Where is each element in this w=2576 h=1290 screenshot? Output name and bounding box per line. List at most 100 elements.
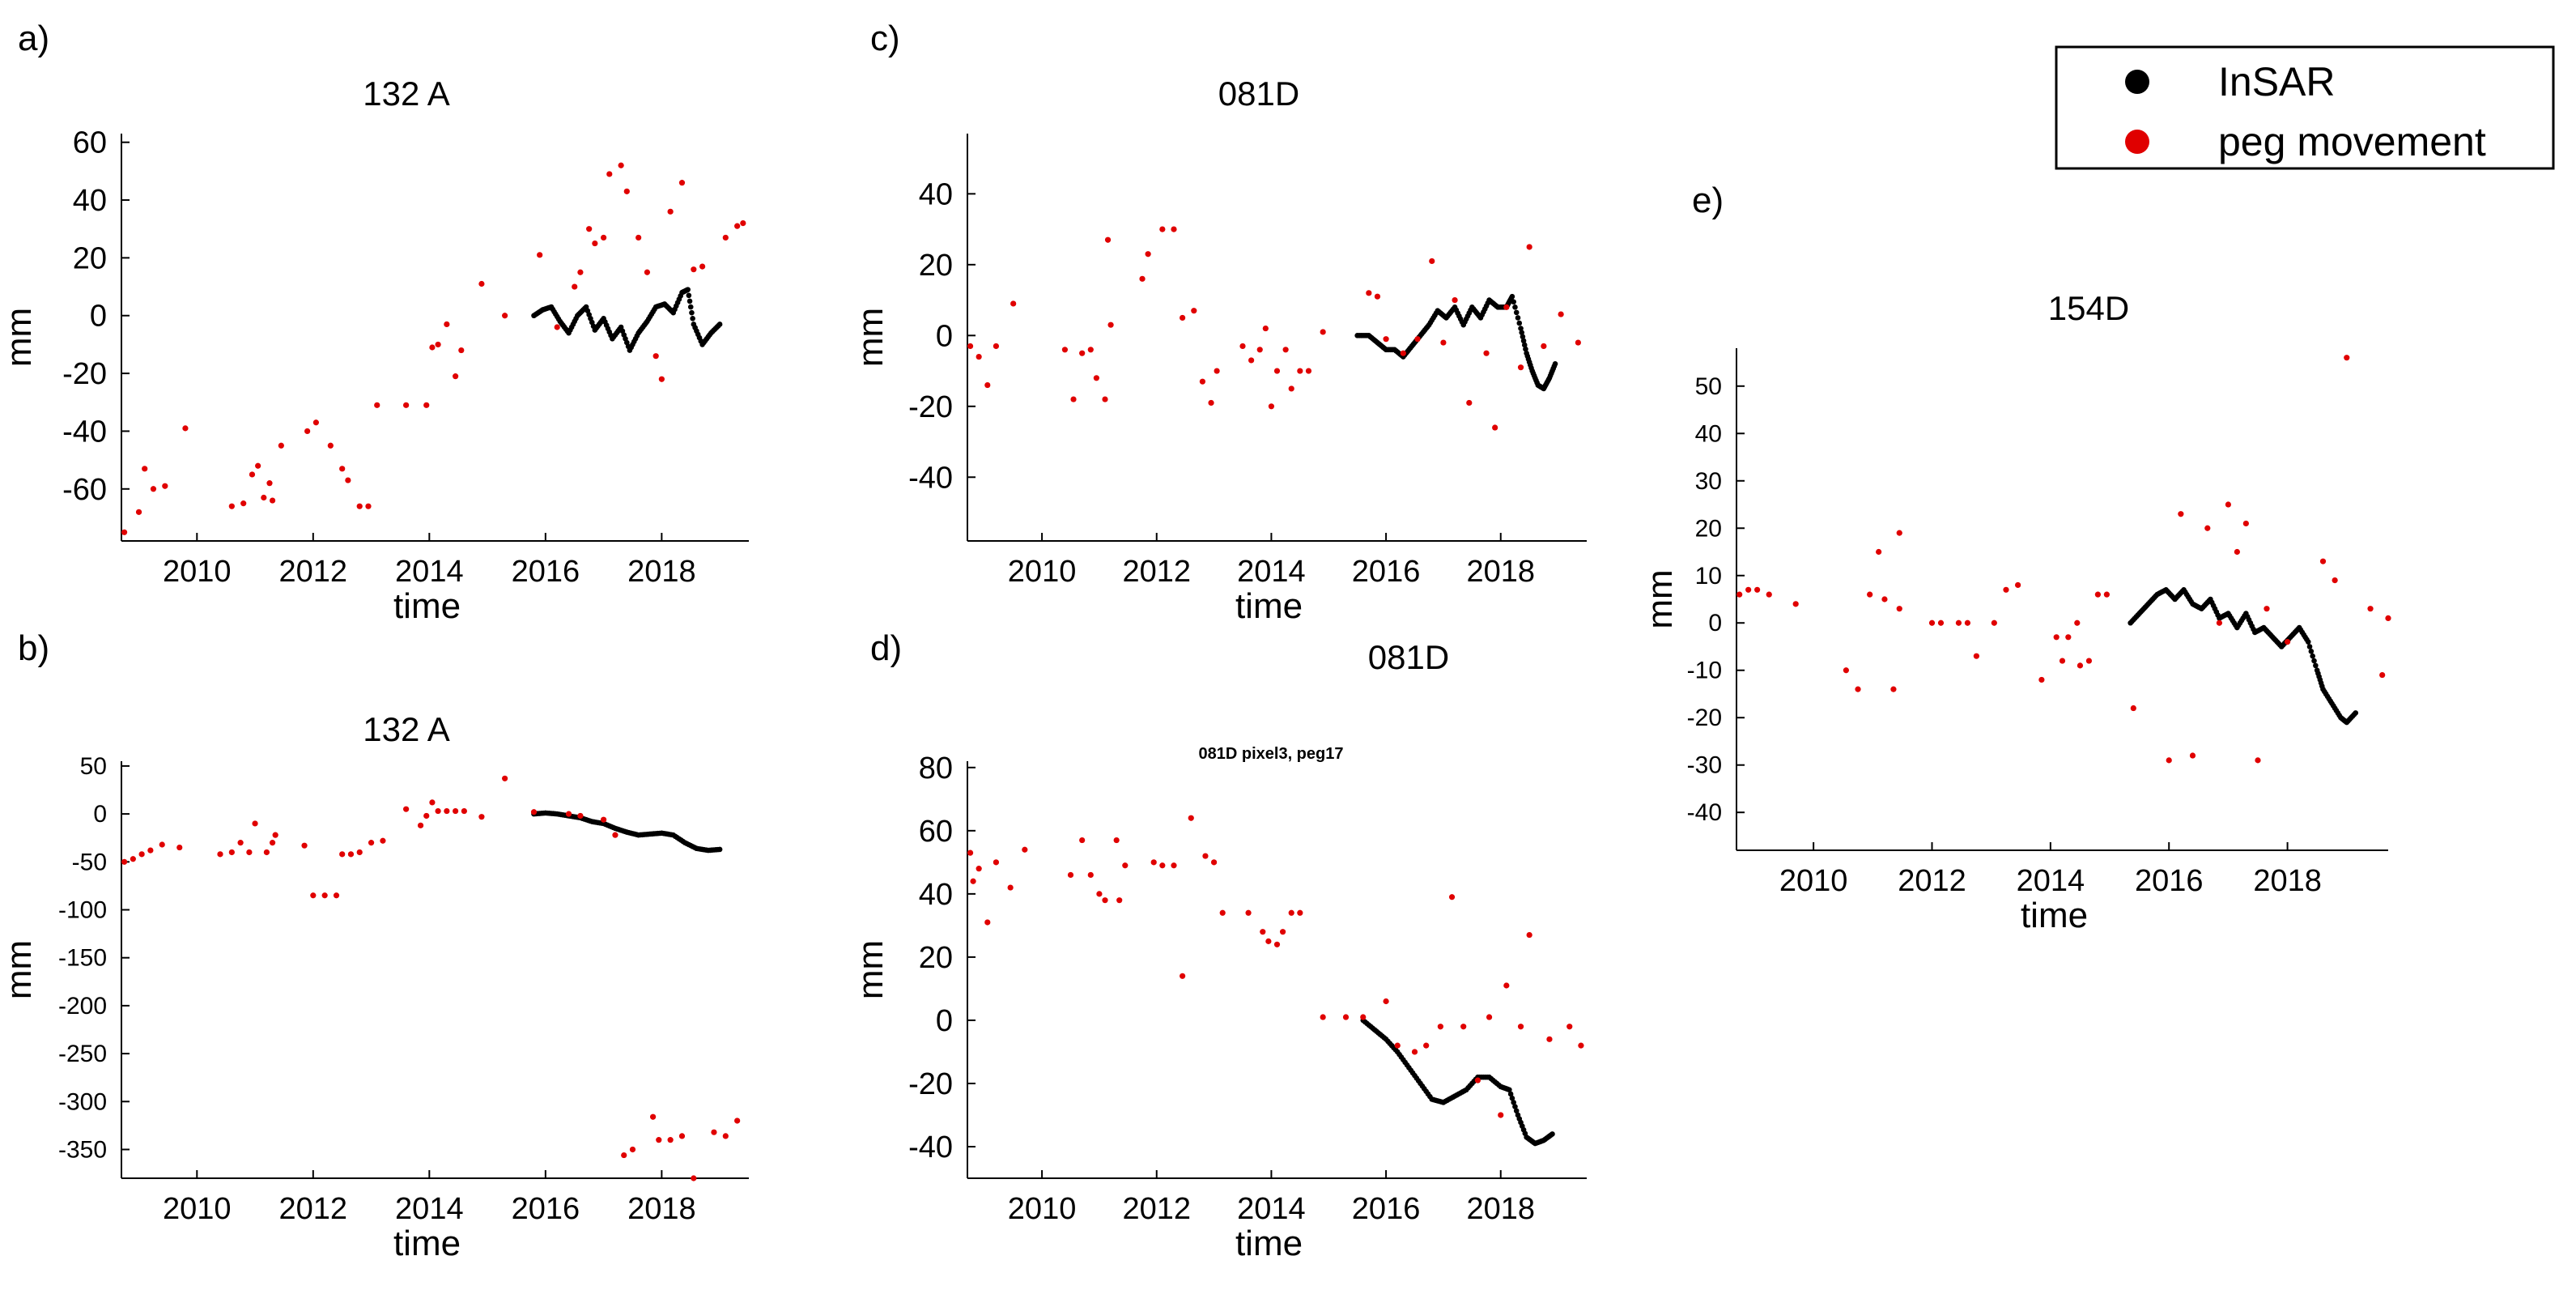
panel-e-title: 154D (2048, 289, 2129, 327)
peg-point (1466, 399, 1473, 407)
peg-point (1305, 368, 1312, 374)
insar-point (1507, 1091, 1514, 1097)
insar-point (1515, 315, 1521, 321)
peg-point (159, 841, 165, 848)
y-tick-label: 0 (936, 319, 953, 353)
peg-point (1297, 909, 1303, 916)
insar-point (1518, 326, 1524, 331)
peg-point (269, 497, 276, 504)
peg-point (266, 480, 273, 487)
peg-point (1448, 894, 1456, 900)
insar-point (687, 298, 693, 304)
peg-point (1022, 846, 1028, 853)
panel-c-letter: c) (870, 19, 900, 58)
insar-point (2305, 639, 2311, 645)
legend-insar-marker (2125, 70, 2149, 94)
peg-point (252, 820, 258, 827)
peg-point (1400, 350, 1406, 356)
peg-point (1159, 226, 1166, 232)
peg-point (1541, 343, 1547, 350)
legend-peg-label: peg movement (2218, 119, 2486, 164)
peg-point (147, 847, 154, 854)
y-tick-label: 30 (1695, 468, 1722, 495)
peg-point (435, 341, 441, 348)
peg-point (130, 856, 136, 862)
x-tick-label: 2016 (1352, 555, 1421, 589)
peg-point (1208, 399, 1214, 407)
y-tick-label: -20 (908, 1067, 953, 1101)
peg-point (691, 266, 697, 273)
peg-point (577, 269, 584, 275)
insar-point (689, 309, 695, 316)
peg-point (1973, 653, 1979, 659)
peg-point (1279, 929, 1286, 935)
x-tick-label: 2018 (1466, 555, 1535, 589)
peg-point (182, 425, 189, 432)
peg-point (403, 806, 410, 812)
peg-point (1342, 1014, 1350, 1020)
x-tick-label: 2014 (2017, 864, 2085, 898)
insar-point (1513, 309, 1520, 316)
peg-point (339, 851, 346, 858)
peg-point (649, 1113, 657, 1120)
peg-point (272, 832, 278, 838)
peg-point (601, 816, 607, 823)
peg-point (1437, 1024, 1443, 1030)
peg-point (1766, 591, 1772, 598)
peg-point (1239, 343, 1246, 350)
y-tick-label: -300 (58, 1088, 107, 1115)
y-tick-label: -30 (1687, 752, 1722, 779)
insar-point (2311, 658, 2317, 664)
peg-point (1411, 1049, 1418, 1055)
insar-point (1509, 1095, 1515, 1101)
peg-point (1288, 909, 1294, 916)
peg-point (623, 188, 630, 194)
peg-point (993, 859, 1000, 866)
insar-point (2310, 653, 2315, 659)
peg-point (565, 811, 572, 817)
legend: InSAR peg movement (2055, 45, 2555, 170)
peg-point (1145, 251, 1151, 258)
peg-point (2319, 558, 2327, 564)
peg-point (699, 263, 706, 270)
peg-point (1526, 244, 1532, 250)
x-tick-label: 2010 (163, 1192, 232, 1226)
peg-point (530, 809, 538, 815)
peg-point (984, 919, 991, 926)
x-tick-label: 2016 (1352, 1192, 1421, 1226)
insar-point (716, 321, 723, 327)
peg-point (993, 343, 1000, 350)
y-axis-label: mm (851, 308, 891, 367)
x-axis-label: time (2021, 896, 2088, 935)
peg-point (1843, 667, 1849, 674)
x-tick-label: 2016 (2135, 864, 2204, 898)
peg-point (1079, 350, 1086, 356)
panel-c: c) 081D 2010 2012 2014 2016 2018 -40 -20 0 20 40 t… (851, 19, 1587, 626)
peg-point (365, 503, 372, 509)
peg-point (2284, 639, 2291, 645)
insar-point (1507, 1087, 1512, 1093)
panel-e-letter: e) (1692, 181, 1724, 220)
y-tick-label: 20 (919, 941, 953, 975)
peg-point (722, 234, 729, 241)
peg-point (1896, 606, 1902, 612)
peg-point (967, 343, 974, 350)
x-axis-label: time (393, 586, 461, 626)
peg-point (1159, 862, 1166, 869)
peg-point (2103, 591, 2110, 598)
peg-point (1202, 853, 1209, 859)
peg-point (1483, 350, 1490, 356)
peg-point (2379, 671, 2386, 679)
peg-point (1273, 941, 1281, 947)
peg-point (554, 324, 560, 330)
peg-point (444, 321, 450, 328)
x-tick-label: 2012 (279, 555, 348, 589)
peg-point (592, 240, 598, 247)
insar-point (2308, 649, 2315, 654)
peg-point (1188, 815, 1194, 821)
insar-point (1519, 330, 1525, 335)
peg-point (1566, 1024, 1573, 1030)
panel-c-title: 081D (1218, 75, 1299, 113)
peg-point (417, 822, 424, 828)
x-tick-label: 2010 (163, 555, 232, 589)
